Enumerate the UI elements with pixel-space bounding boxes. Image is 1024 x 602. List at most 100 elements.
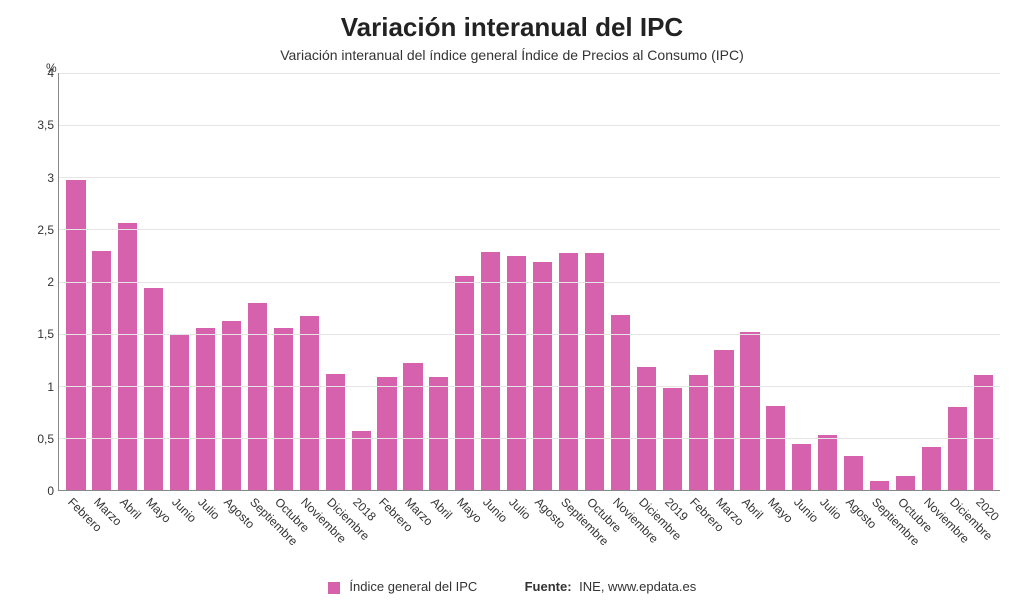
gridline	[59, 73, 1000, 74]
x-label-slot: Mayo	[140, 491, 166, 575]
y-tick-label: 2,5	[37, 223, 54, 237]
x-label-slot: Marzo	[88, 491, 114, 575]
legend-source-text: INE, www.epdata.es	[579, 579, 696, 594]
bar	[352, 431, 371, 490]
x-label-slot: 2019	[659, 491, 685, 575]
bar	[818, 435, 837, 490]
y-tick-label: 0,5	[37, 432, 54, 446]
x-label-slot: Octubre	[892, 491, 918, 575]
x-label-slot: Junio	[788, 491, 814, 575]
x-label-slot: Septiembre	[555, 491, 581, 575]
x-label-slot: Octubre	[270, 491, 296, 575]
bar	[896, 476, 915, 490]
bar	[144, 288, 163, 490]
bar	[300, 316, 319, 490]
x-label-slot: Mayo	[451, 491, 477, 575]
bar	[844, 456, 863, 490]
x-label-slot: Abril	[114, 491, 140, 575]
bar	[714, 350, 733, 490]
chart-subtitle: Variación interanual del índice general …	[24, 47, 1000, 63]
gridline	[59, 229, 1000, 230]
x-label-slot: Mayo	[762, 491, 788, 575]
x-label-slot: Abril	[736, 491, 762, 575]
x-label-slot: Noviembre	[918, 491, 944, 575]
bar	[455, 276, 474, 490]
x-tick-label: 2020	[973, 495, 1002, 524]
bar	[429, 377, 448, 490]
bar	[559, 253, 578, 490]
gridline	[59, 386, 1000, 387]
x-label-slot: Febrero	[685, 491, 711, 575]
bar	[974, 375, 993, 490]
y-tick-label: 1,5	[37, 327, 54, 341]
x-axis-labels: FebreroMarzoAbrilMayoJunioJulioAgostoSep…	[58, 491, 1000, 575]
y-tick-label: 0	[47, 484, 54, 498]
bar	[274, 328, 293, 490]
x-label-slot: Septiembre	[244, 491, 270, 575]
legend-series-label: Índice general del IPC	[349, 579, 477, 594]
bar	[766, 406, 785, 490]
bar	[403, 363, 422, 490]
gridline	[59, 282, 1000, 283]
x-label-slot: Octubre	[581, 491, 607, 575]
x-label-slot: Abril	[425, 491, 451, 575]
x-label-slot: Julio	[503, 491, 529, 575]
bar	[92, 251, 111, 490]
legend-swatch	[328, 582, 340, 594]
bar	[196, 328, 215, 490]
x-label-slot: 2020	[970, 491, 996, 575]
gridline	[59, 125, 1000, 126]
ipc-chart: Variación interanual del IPC Variación i…	[0, 0, 1024, 602]
bar	[740, 332, 759, 490]
chart-title: Variación interanual del IPC	[24, 12, 1000, 43]
bar	[922, 447, 941, 490]
x-label-slot: Diciembre	[633, 491, 659, 575]
x-label-slot: Noviembre	[295, 491, 321, 575]
x-label-slot: Agosto	[840, 491, 866, 575]
y-tick-label: 4	[47, 66, 54, 80]
y-tick-label: 1	[47, 380, 54, 394]
bar	[326, 374, 345, 490]
x-label-slot: Julio	[192, 491, 218, 575]
y-axis: 00,511,522,533,54	[24, 73, 58, 491]
bar	[870, 481, 889, 490]
x-label-slot: Julio	[814, 491, 840, 575]
gridline	[59, 334, 1000, 335]
bar	[481, 252, 500, 490]
y-tick-label: 3	[47, 171, 54, 185]
bar	[222, 321, 241, 490]
legend: Índice general del IPC Fuente: INE, www.…	[24, 575, 1000, 594]
bar	[66, 180, 85, 490]
x-label-slot: Diciembre	[944, 491, 970, 575]
x-label-slot: 2018	[347, 491, 373, 575]
y-tick-label: 2	[47, 275, 54, 289]
x-label-slot: Marzo	[710, 491, 736, 575]
bar	[792, 444, 811, 490]
bar	[948, 407, 967, 490]
x-label-slot: Diciembre	[321, 491, 347, 575]
bar	[248, 303, 267, 490]
bar	[663, 388, 682, 490]
bar	[507, 256, 526, 490]
bar	[533, 262, 552, 490]
legend-source-prefix: Fuente:	[525, 579, 572, 594]
plot-area	[58, 73, 1000, 491]
plot-row: % 00,511,522,533,54	[24, 73, 1000, 491]
x-label-slot: Septiembre	[866, 491, 892, 575]
x-label-slot: Junio	[166, 491, 192, 575]
x-label-slot: Febrero	[373, 491, 399, 575]
x-label-slot: Noviembre	[607, 491, 633, 575]
x-label-slot: Marzo	[399, 491, 425, 575]
y-tick-label: 3,5	[37, 118, 54, 132]
gridline	[59, 177, 1000, 178]
bar	[689, 375, 708, 490]
bar	[611, 315, 630, 490]
bar	[585, 253, 604, 490]
bar	[377, 377, 396, 490]
bar	[118, 223, 137, 490]
bar	[170, 334, 189, 490]
x-label-slot: Agosto	[218, 491, 244, 575]
x-label-slot: Febrero	[62, 491, 88, 575]
title-block: Variación interanual del IPC Variación i…	[24, 12, 1000, 63]
x-label-slot: Agosto	[529, 491, 555, 575]
